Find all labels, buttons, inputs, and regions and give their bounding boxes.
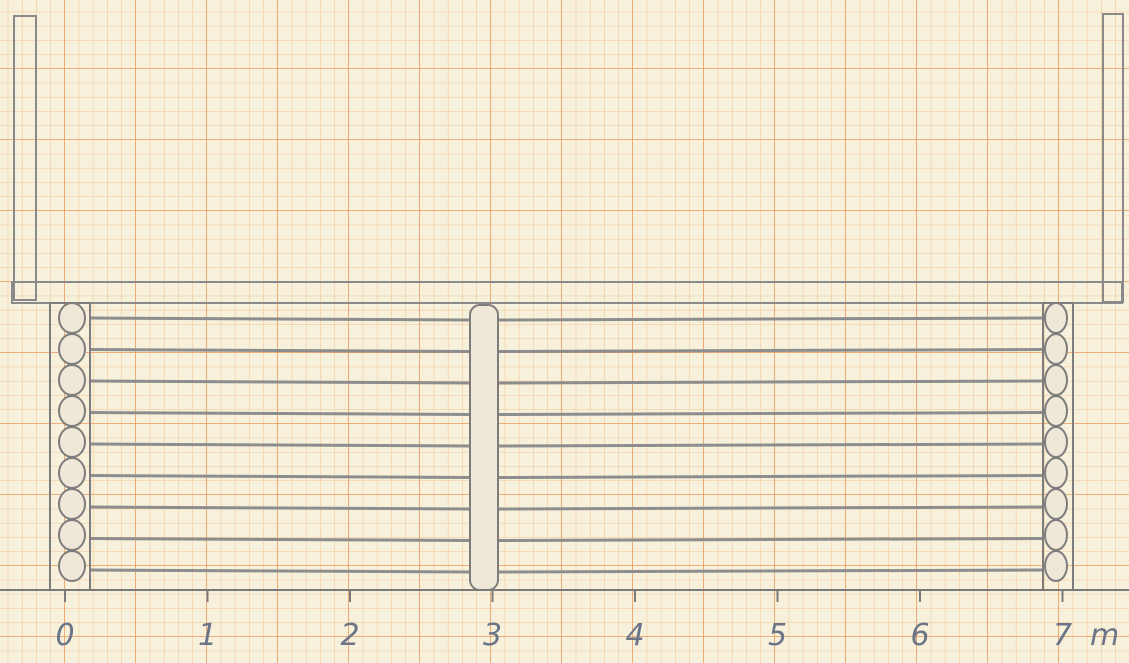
stone xyxy=(58,519,86,551)
log xyxy=(89,505,471,511)
stone xyxy=(1044,426,1068,458)
stone xyxy=(58,426,86,458)
scale-label: 1 xyxy=(198,618,217,653)
right-stones xyxy=(1044,302,1068,582)
stone xyxy=(58,302,86,334)
stone xyxy=(1044,519,1068,551)
stone xyxy=(58,488,86,520)
left-stones xyxy=(58,302,86,582)
log xyxy=(89,379,471,385)
log xyxy=(497,505,1044,511)
scale-label: 0 xyxy=(55,618,74,653)
scale-label: 6 xyxy=(910,618,929,653)
log xyxy=(89,474,471,479)
scale-unit: m xyxy=(1090,618,1119,653)
scale-label: 5 xyxy=(768,618,787,653)
upper-frame xyxy=(11,13,1124,304)
log xyxy=(497,316,1044,322)
stone xyxy=(1044,395,1068,427)
log xyxy=(89,537,471,542)
log xyxy=(497,442,1044,448)
stone xyxy=(58,550,86,582)
stone xyxy=(1044,488,1068,520)
log xyxy=(497,568,1044,574)
stone xyxy=(1044,364,1068,396)
log xyxy=(497,348,1044,353)
log xyxy=(89,348,471,353)
wall-posts xyxy=(49,302,1074,591)
top-beam xyxy=(11,281,1123,304)
stone xyxy=(58,364,86,396)
stone xyxy=(1044,457,1068,489)
left-post xyxy=(13,15,37,301)
stone xyxy=(58,457,86,489)
log xyxy=(89,411,471,416)
log xyxy=(497,474,1044,479)
log xyxy=(497,411,1044,416)
stone xyxy=(1044,550,1068,582)
stone xyxy=(58,333,86,365)
log-courses xyxy=(89,316,1044,574)
scale-ticks xyxy=(64,590,1064,602)
log xyxy=(89,316,471,322)
scale-label: 2 xyxy=(340,618,359,653)
scale-label: 3 xyxy=(483,618,502,653)
scale-label: 7 xyxy=(1053,618,1072,653)
log xyxy=(497,537,1044,542)
stone xyxy=(1044,333,1068,365)
log xyxy=(497,379,1044,385)
middle-post xyxy=(469,304,499,591)
stone xyxy=(1044,302,1068,334)
log xyxy=(89,442,471,448)
log xyxy=(89,568,471,574)
scale-labels: 0 1 2 3 4 5 6 7 xyxy=(55,618,1072,653)
scale-label: 4 xyxy=(625,618,644,653)
stone xyxy=(58,395,86,427)
